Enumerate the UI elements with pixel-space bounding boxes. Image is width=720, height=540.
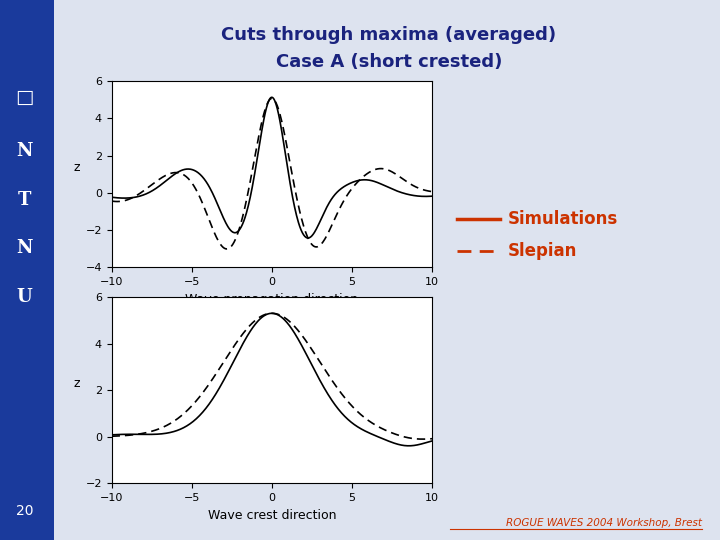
Text: N: N (16, 142, 32, 160)
Y-axis label: z: z (73, 377, 81, 390)
Text: U: U (17, 288, 32, 306)
Text: N: N (16, 239, 32, 258)
X-axis label: Wave propagation direction: Wave propagation direction (185, 293, 359, 306)
Text: T: T (17, 191, 31, 209)
Text: □: □ (15, 87, 34, 107)
Text: Simulations: Simulations (508, 210, 618, 228)
X-axis label: Wave crest direction: Wave crest direction (207, 509, 336, 522)
Text: Case A (short crested): Case A (short crested) (276, 53, 502, 71)
Y-axis label: z: z (73, 161, 81, 174)
Text: ROGUE WAVES 2004 Workshop, Brest: ROGUE WAVES 2004 Workshop, Brest (506, 518, 702, 528)
Text: Cuts through maxima (averaged): Cuts through maxima (averaged) (221, 26, 557, 44)
Text: 20: 20 (16, 504, 33, 518)
Text: Slepian: Slepian (508, 242, 577, 260)
